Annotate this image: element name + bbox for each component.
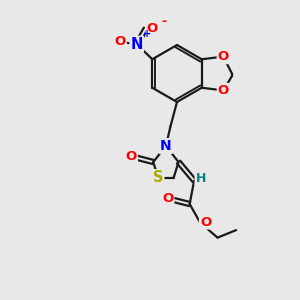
Text: N: N [160, 139, 172, 153]
Text: O: O [126, 149, 137, 163]
Text: O: O [218, 50, 229, 63]
Text: S: S [153, 170, 164, 185]
Text: -: - [161, 15, 166, 28]
Text: H: H [196, 172, 206, 185]
Text: O: O [147, 22, 158, 35]
Text: N: N [130, 37, 143, 52]
Text: +: + [143, 29, 151, 39]
Text: O: O [200, 215, 211, 229]
Text: O: O [162, 191, 173, 205]
Text: O: O [115, 35, 126, 48]
Text: O: O [218, 84, 229, 97]
